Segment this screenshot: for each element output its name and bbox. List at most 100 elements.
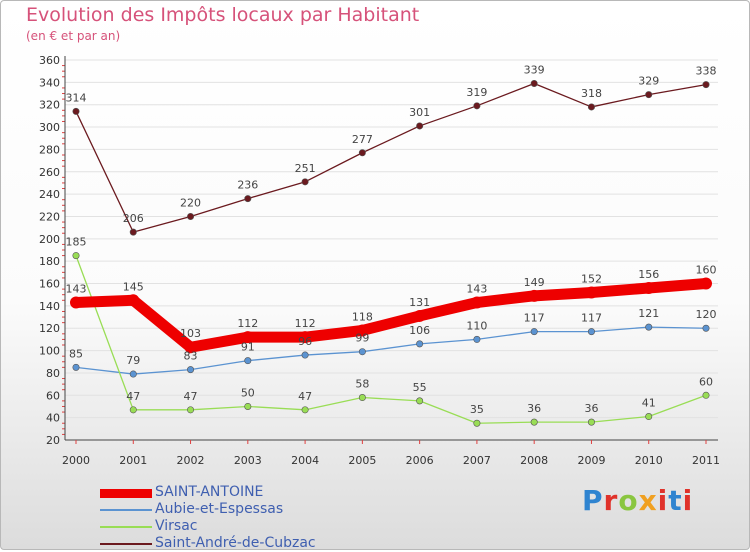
x-tick-label: 2008: [520, 454, 548, 467]
data-point: [700, 277, 712, 290]
data-label: 106: [409, 324, 430, 337]
y-tick-label: 220: [39, 210, 60, 223]
data-point: [129, 406, 137, 414]
data-label: 149: [524, 276, 545, 289]
y-tick-label: 260: [39, 166, 60, 179]
data-label: 152: [581, 272, 602, 285]
data-point: [301, 406, 309, 414]
y-tick-label: 120: [39, 322, 60, 335]
legend-item: Aubie-et-Espessas: [100, 501, 420, 518]
data-point: [129, 228, 137, 236]
legend-swatch: [100, 543, 152, 545]
data-point: [187, 406, 195, 414]
legend-swatch: [100, 526, 152, 528]
y-tick-label: 20: [46, 434, 60, 447]
data-point: [530, 328, 538, 336]
data-label: 131: [409, 296, 430, 309]
data-point: [702, 391, 710, 399]
data-label: 35: [470, 403, 484, 416]
data-point: [473, 335, 481, 343]
data-label: 83: [184, 350, 198, 363]
y-tick-label: 60: [46, 389, 60, 402]
series-line: [75, 326, 707, 375]
series-saint-antoine: [70, 277, 712, 354]
data-point: [416, 122, 424, 130]
data-label: 41: [642, 397, 656, 410]
data-point: [129, 370, 137, 378]
x-tick-label: 2002: [177, 454, 205, 467]
data-label: 103: [180, 327, 201, 340]
data-point: [587, 328, 595, 336]
data-label: 47: [298, 390, 312, 403]
data-label: 85: [69, 347, 83, 360]
data-label: 220: [180, 196, 201, 209]
data-label: 47: [184, 390, 198, 403]
y-axis-ticks: 20 40 60 80 100 120 140 160 180 200 220 240 260 280 30…: [39, 54, 60, 447]
data-point: [244, 357, 252, 365]
proxiti-logo: Proxiti: [582, 484, 693, 517]
data-point: [530, 79, 538, 87]
x-tick-label: 2009: [577, 454, 605, 467]
data-label: 156: [638, 268, 659, 281]
data-point: [187, 212, 195, 220]
data-point: [301, 351, 309, 359]
data-label: 117: [581, 312, 602, 325]
logo-letter: r: [603, 484, 619, 517]
logo-letter: o: [618, 484, 639, 517]
x-tick-label: 2001: [119, 454, 147, 467]
x-tick-label: 2003: [234, 454, 262, 467]
data-point: [358, 149, 366, 157]
x-tick-label: 2011: [692, 454, 720, 467]
data-point: [72, 252, 80, 260]
data-label: 112: [295, 317, 316, 330]
series-line: [75, 82, 707, 233]
axes: [62, 56, 718, 444]
x-tick-label: 2006: [406, 454, 434, 467]
legend-swatch: [100, 488, 152, 498]
data-point: [702, 324, 710, 332]
data-point: [587, 103, 595, 111]
data-label: 121: [638, 307, 659, 320]
data-label: 99: [355, 332, 369, 345]
data-point: [299, 331, 312, 344]
x-tick-label: 2004: [291, 454, 319, 467]
data-label: 329: [638, 75, 659, 88]
data-label: 236: [237, 179, 258, 192]
data-point: [241, 331, 254, 344]
y-tick-label: 240: [39, 188, 60, 201]
y-tick-label: 100: [39, 345, 60, 358]
data-point: [473, 419, 481, 427]
data-label: 60: [699, 375, 713, 388]
series-aubie-et-espessas: [72, 323, 710, 378]
data-point: [356, 324, 369, 337]
data-label: 118: [352, 310, 373, 323]
data-label: 145: [123, 280, 144, 293]
data-point: [244, 195, 252, 203]
logo-letter: x: [638, 484, 658, 517]
data-point: [645, 323, 653, 331]
data-point: [528, 289, 541, 302]
data-point: [358, 394, 366, 402]
data-label: 50: [241, 386, 255, 399]
logo-letter: t: [668, 484, 683, 517]
data-label: 314: [66, 91, 87, 104]
data-label: 319: [466, 86, 487, 99]
logo-letter: i: [682, 484, 694, 517]
data-label: 110: [466, 319, 487, 332]
data-point: [470, 296, 483, 309]
legend-label: Aubie-et-Espessas: [155, 501, 284, 517]
data-label: 251: [295, 162, 316, 175]
data-point: [642, 282, 655, 294]
data-point: [645, 91, 653, 99]
data-label: 58: [355, 378, 369, 391]
chart-subtitle: (en € et par an): [26, 29, 121, 43]
data-label: 112: [237, 317, 258, 330]
data-point: [127, 294, 140, 307]
y-tick-label: 200: [39, 233, 60, 246]
legend: SAINT-ANTOINE Aubie-et-Espessas Virsac Sain…: [100, 484, 420, 552]
data-label: 338: [696, 65, 717, 78]
data-point: [72, 363, 80, 371]
legend-label: Virsac: [155, 518, 198, 534]
